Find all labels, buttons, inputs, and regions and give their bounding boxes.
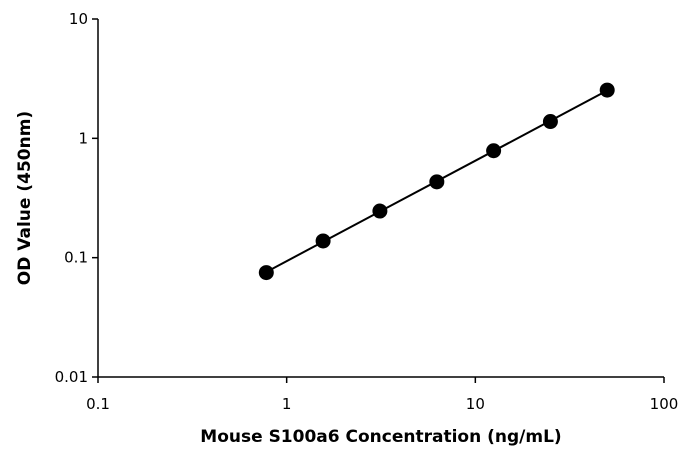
x-tick-label: 1 — [282, 395, 292, 413]
y-axis-title: OD Value (450nm) — [15, 111, 35, 285]
data-point — [429, 174, 445, 190]
plot-area: 0.01 0.1 1 10 0.1 1 10 100 — [55, 10, 679, 413]
y-tick-label: 0.1 — [64, 249, 88, 267]
data-points — [258, 82, 615, 281]
y-tick-label: 0.01 — [55, 368, 88, 386]
data-point — [486, 143, 502, 159]
x-tick-label: 100 — [650, 395, 679, 413]
data-point — [372, 203, 388, 219]
data-point — [599, 82, 615, 98]
x-tick-label: 0.1 — [86, 395, 110, 413]
data-point — [258, 265, 274, 281]
y-tick-label: 1 — [78, 129, 88, 147]
data-point — [542, 114, 558, 130]
y-axis-ticks: 0.01 0.1 1 10 — [55, 10, 98, 386]
x-axis-title: Mouse S100a6 Concentration (ng/mL) — [200, 427, 561, 447]
x-axis-ticks: 0.1 1 10 100 — [86, 377, 678, 413]
y-tick-label: 10 — [69, 10, 88, 28]
data-point — [315, 233, 331, 249]
x-tick-label: 10 — [466, 395, 485, 413]
